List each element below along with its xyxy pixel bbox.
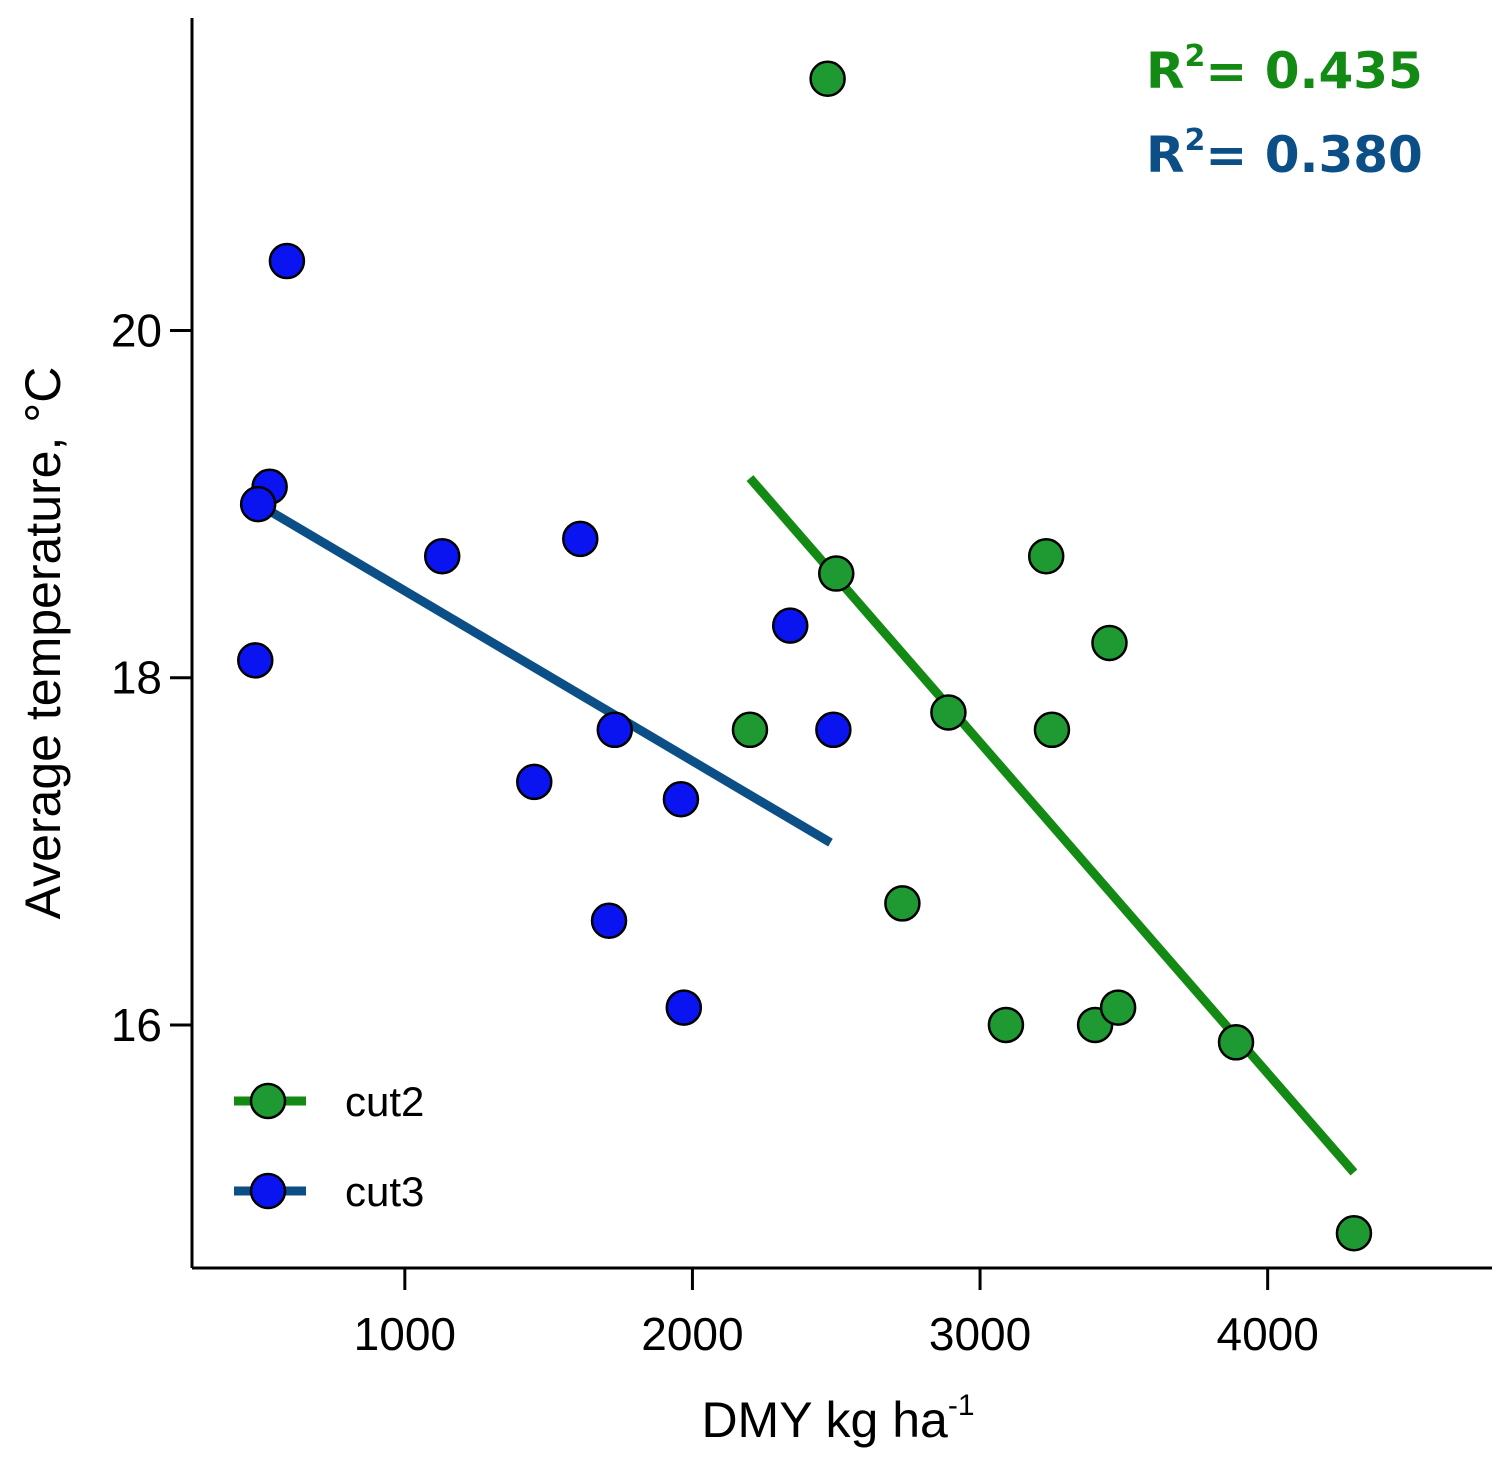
point-cut3-11 [590, 902, 628, 940]
x-axis-title-main: DMY kg ha [701, 1392, 948, 1448]
y-ticks: 16 18 20 [111, 305, 192, 1051]
x-tick-label-3000: 3000 [929, 1308, 1031, 1360]
point-cut3-2 [239, 485, 277, 523]
x-axis-title: DMY kg ha-1 [701, 1389, 974, 1448]
point-cut2-8 [987, 1006, 1025, 1044]
r2-annotations: R2= 0.435 R2= 0.380 [1146, 39, 1423, 184]
legend-marker-cut2 [249, 1082, 287, 1120]
legend-marker-cut3 [249, 1172, 287, 1210]
point-cut2-3 [930, 694, 967, 731]
point-cut2-4 [1027, 537, 1065, 575]
x-ticks: 1000 2000 3000 4000 [354, 1268, 1319, 1360]
x-tick-label-2000: 2000 [641, 1308, 743, 1360]
point-cut3-12 [665, 989, 703, 1026]
point-cut2-10 [1099, 989, 1137, 1026]
fit-lines [255, 475, 1358, 1176]
point-cut2-11 [1217, 1024, 1255, 1061]
legend-label-cut2: cut2 [345, 1078, 424, 1125]
point-cut2-1 [817, 555, 855, 592]
legend-item-cut2: cut2 [234, 1078, 424, 1125]
data-points [237, 60, 1373, 1252]
point-cut2-5 [1091, 624, 1128, 662]
point-cut3-6 [516, 763, 553, 801]
point-cut2-6 [1033, 711, 1071, 749]
point-cut3-5 [562, 520, 599, 558]
y-tick-label-16: 16 [111, 999, 162, 1051]
point-cut2-7 [884, 885, 921, 922]
point-cut2-0 [809, 60, 846, 98]
point-cut3-0 [268, 242, 306, 280]
point-cut2-2 [731, 711, 769, 749]
y-tick-label-20: 20 [111, 305, 162, 357]
x-axis-title-sup: -1 [948, 1389, 975, 1422]
legend-item-cut3: cut3 [234, 1168, 424, 1215]
point-cut3-9 [815, 711, 852, 749]
point-cut3-8 [771, 607, 809, 644]
point-cut3-10 [662, 781, 700, 818]
point-cut3-7 [596, 711, 634, 749]
legend-label-cut3: cut3 [345, 1168, 424, 1215]
x-tick-label-1000: 1000 [354, 1308, 456, 1360]
y-tick-label-18: 18 [111, 652, 162, 704]
legend: cut2 cut3 [234, 1078, 424, 1215]
x-tick-label-4000: 4000 [1216, 1308, 1318, 1360]
r2-cut3: R2= 0.380 [1146, 123, 1423, 184]
y-axis-title: Average temperature, °C [15, 367, 71, 920]
point-cut3-3 [237, 642, 274, 679]
point-cut2-12 [1335, 1215, 1373, 1252]
r2-cut2: R2= 0.435 [1146, 39, 1423, 100]
fit-line-cut3 [255, 500, 833, 847]
fit-line-cut2 [746, 475, 1358, 1176]
point-cut3-4 [423, 537, 461, 575]
